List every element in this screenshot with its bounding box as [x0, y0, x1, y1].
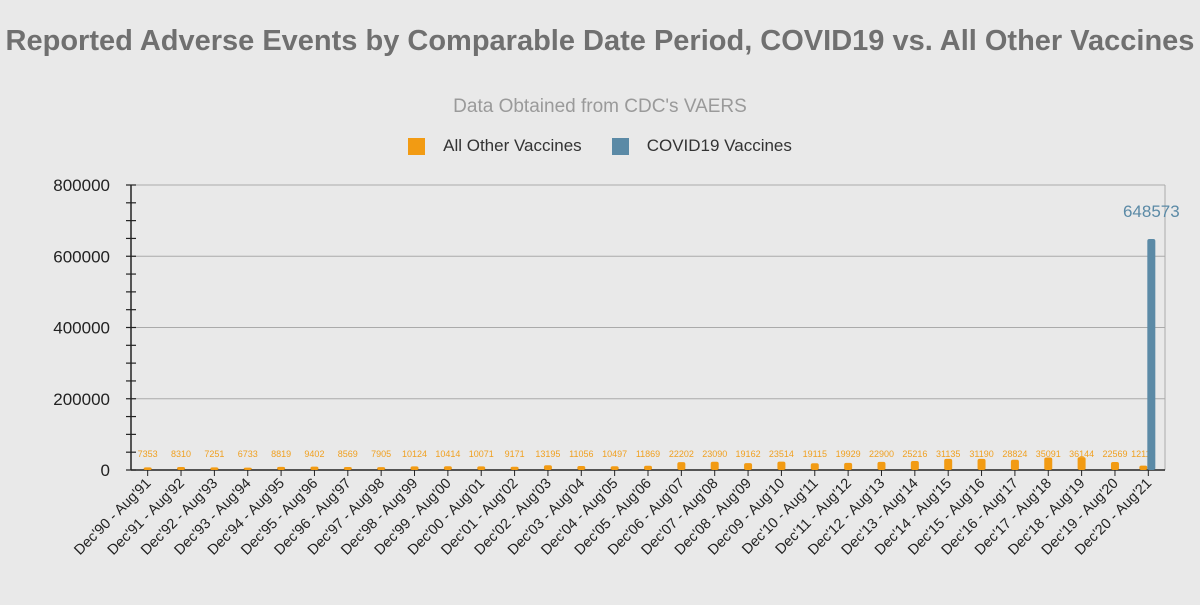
bar-other-vaccines — [143, 467, 152, 470]
data-label-other: 8819 — [271, 449, 291, 459]
data-label-other: 36144 — [1069, 449, 1094, 459]
data-label-other: 6733 — [238, 449, 258, 459]
data-label-other: 9171 — [505, 449, 525, 459]
data-label-other: 23090 — [702, 449, 727, 459]
bar-other-vaccines — [477, 466, 486, 470]
data-label-other: 22202 — [669, 449, 694, 459]
data-label-other: 31190 — [969, 449, 993, 459]
data-label-other: 11869 — [636, 449, 660, 459]
bar-other-vaccines — [710, 461, 719, 470]
bar-other-vaccines — [577, 466, 586, 470]
bar-other-vaccines — [744, 463, 753, 470]
bar-other-vaccines — [777, 461, 786, 470]
data-label-other: 22569 — [1102, 449, 1127, 459]
bar-other-vaccines — [677, 462, 686, 470]
data-label-other: 10414 — [435, 449, 460, 459]
data-label-other: 19929 — [836, 449, 861, 459]
y-tick-label: 200000 — [53, 390, 110, 409]
bar-other-vaccines — [1010, 459, 1019, 470]
data-label-other: 12118 — [1131, 449, 1155, 459]
bar-other-vaccines — [1110, 461, 1119, 470]
data-label-other: 35091 — [1036, 449, 1061, 459]
bar-other-vaccines — [977, 458, 986, 470]
bar-other-vaccines — [1139, 465, 1148, 470]
data-label-other: 8569 — [338, 449, 358, 459]
data-label-other: 31135 — [936, 449, 960, 459]
data-label-other: 25216 — [902, 449, 927, 459]
legend: All Other Vaccines COVID19 Vaccines — [0, 136, 1200, 156]
data-label-other: 7251 — [204, 449, 224, 459]
data-label-other: 22900 — [869, 449, 894, 459]
bar-other-vaccines — [243, 467, 252, 470]
bar-other-vaccines — [210, 467, 219, 470]
bar-other-vaccines — [944, 458, 953, 470]
bar-other-vaccines — [810, 463, 819, 470]
bar-other-vaccines — [510, 466, 519, 470]
data-label-other: 11056 — [569, 449, 593, 459]
bar-other-vaccines — [844, 462, 853, 470]
bar-other-vaccines — [1077, 457, 1086, 470]
bar-other-vaccines — [910, 461, 919, 470]
bar-other-vaccines — [877, 461, 886, 470]
data-label-other: 28824 — [1002, 449, 1027, 459]
bar-other-vaccines — [277, 466, 286, 470]
y-tick-label: 400000 — [53, 319, 110, 338]
bar-other-vaccines — [543, 465, 552, 470]
bar-other-vaccines — [410, 466, 419, 470]
data-label-covid: 648573 — [1123, 202, 1180, 221]
data-label-other: 9402 — [304, 449, 324, 459]
y-tick-label: 600000 — [53, 247, 110, 266]
bar-other-vaccines — [310, 466, 319, 470]
legend-label-covid: COVID19 Vaccines — [646, 136, 792, 155]
y-tick-label: 800000 — [53, 176, 110, 195]
y-tick-label: 0 — [101, 461, 110, 480]
bar-other-vaccines — [443, 466, 452, 470]
data-label-other: 19162 — [736, 449, 761, 459]
data-label-other: 19115 — [803, 449, 827, 459]
data-label-other: 13195 — [535, 449, 560, 459]
data-label-other: 10124 — [402, 449, 427, 459]
data-label-other: 8310 — [171, 449, 191, 459]
bar-covid-vaccines — [1147, 238, 1156, 470]
bar-other-vaccines — [343, 466, 352, 470]
data-label-other: 23514 — [769, 449, 794, 459]
bar-other-vaccines — [177, 467, 186, 470]
bar-other-vaccines — [1044, 457, 1053, 470]
legend-label-other: All Other Vaccines — [443, 136, 582, 155]
data-label-other: 7905 — [371, 449, 391, 459]
data-label-other: 7353 — [138, 449, 158, 459]
data-label-other: 10071 — [469, 449, 494, 459]
legend-item-other[interactable]: All Other Vaccines — [408, 136, 582, 156]
bar-other-vaccines — [610, 466, 619, 470]
legend-swatch-covid — [611, 137, 629, 155]
chart-title: Reported Adverse Events by Comparable Da… — [5, 25, 1195, 57]
bar-other-vaccines — [644, 465, 652, 470]
bar-other-vaccines — [377, 467, 386, 470]
legend-item-covid[interactable]: COVID19 Vaccines — [611, 136, 792, 156]
chart-subtitle: Data Obtained from CDC's VAERS — [453, 96, 747, 117]
data-label-other: 10497 — [602, 449, 627, 459]
legend-swatch-other — [408, 137, 426, 155]
